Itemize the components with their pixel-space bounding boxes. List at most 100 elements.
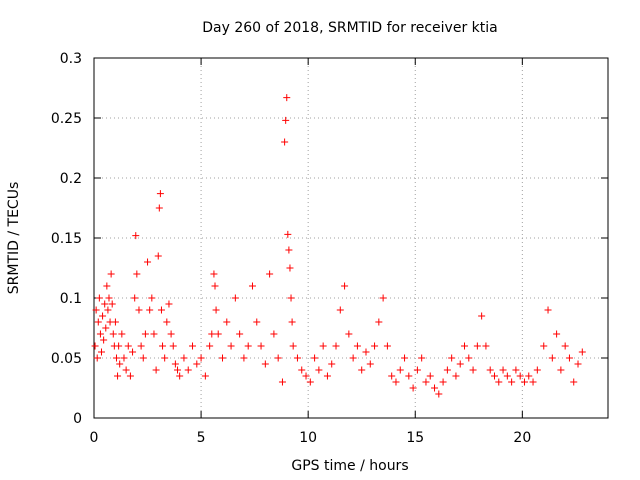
data-point (388, 372, 396, 380)
data-point (286, 264, 294, 272)
data-point (144, 258, 152, 266)
data-point (288, 318, 296, 326)
data-point (266, 270, 274, 278)
data-point (135, 306, 143, 314)
data-point (431, 384, 439, 392)
data-point (214, 330, 222, 338)
data-point (366, 360, 374, 368)
data-point (101, 300, 109, 308)
data-point (565, 354, 573, 362)
data-point (284, 230, 292, 238)
data-point (120, 354, 128, 362)
data-point (133, 270, 141, 278)
data-point (240, 354, 248, 362)
data-point (93, 354, 101, 362)
points-layer (91, 94, 586, 398)
data-point (257, 342, 265, 350)
y-tick-label: 0.3 (60, 51, 82, 67)
data-point (197, 354, 205, 362)
data-point (97, 348, 105, 356)
data-point (499, 366, 507, 374)
data-point (189, 342, 197, 350)
x-tick-label: 5 (197, 430, 206, 446)
data-point (152, 366, 160, 374)
data-point (122, 366, 130, 374)
data-point (219, 354, 226, 362)
data-point (495, 378, 503, 386)
data-point (169, 342, 177, 350)
data-point (512, 366, 520, 374)
data-point (409, 384, 417, 392)
data-point (150, 330, 158, 338)
data-point (293, 354, 301, 362)
data-point (478, 312, 486, 320)
data-point (516, 372, 524, 380)
data-point (274, 354, 282, 362)
data-point (104, 306, 112, 314)
data-point (315, 366, 323, 374)
data-point (465, 354, 473, 362)
data-point (503, 372, 511, 380)
data-point (223, 318, 231, 326)
data-point (452, 372, 460, 380)
y-axis-label: SRMTID / TECUs (6, 182, 22, 295)
chart-title: Day 260 of 2018, SRMTID for receiver kti… (202, 20, 497, 36)
data-point (193, 360, 201, 368)
data-point (227, 342, 235, 350)
data-point (157, 306, 165, 314)
data-point (328, 360, 336, 368)
data-point (105, 294, 113, 302)
y-tick-label: 0.25 (51, 111, 82, 127)
data-point (578, 348, 586, 356)
data-point (345, 330, 353, 338)
data-point (156, 190, 164, 198)
data-point (323, 372, 331, 380)
data-point (211, 282, 219, 290)
data-point (102, 324, 110, 332)
data-point (124, 342, 132, 350)
data-point (306, 378, 314, 386)
data-point (486, 366, 494, 374)
data-point (461, 342, 469, 350)
data-point (289, 342, 297, 350)
data-point (548, 354, 556, 362)
data-point (108, 300, 116, 308)
data-point (176, 372, 184, 380)
data-point (171, 360, 179, 368)
y-tick-label: 0.1 (60, 291, 82, 307)
data-point (544, 306, 552, 314)
data-point (553, 330, 561, 338)
data-point (405, 372, 413, 380)
y-tick-label: 0.05 (51, 351, 82, 367)
data-point (210, 270, 218, 278)
data-point (137, 342, 145, 350)
x-tick-label: 20 (513, 430, 531, 446)
data-point (341, 282, 349, 290)
data-point (118, 330, 126, 338)
data-point (302, 372, 310, 380)
data-point (94, 318, 102, 326)
data-point (525, 372, 533, 380)
data-point (167, 330, 175, 338)
data-point (114, 372, 122, 380)
data-point (311, 354, 319, 362)
y-tick-label: 0.2 (60, 171, 82, 187)
data-point (155, 204, 163, 212)
data-point (375, 318, 383, 326)
x-tick-label: 15 (406, 430, 424, 446)
data-point (201, 372, 209, 380)
data-point (261, 360, 269, 368)
grid-layer (94, 58, 608, 418)
data-point (379, 294, 387, 302)
data-point (520, 378, 528, 386)
data-point (132, 232, 140, 240)
data-point (92, 306, 100, 314)
data-point (116, 360, 124, 368)
data-point (206, 342, 214, 350)
data-point (332, 342, 340, 350)
y-tick-label: 0 (73, 411, 82, 427)
data-point (184, 366, 192, 374)
data-point (141, 330, 149, 338)
data-point (278, 378, 286, 386)
